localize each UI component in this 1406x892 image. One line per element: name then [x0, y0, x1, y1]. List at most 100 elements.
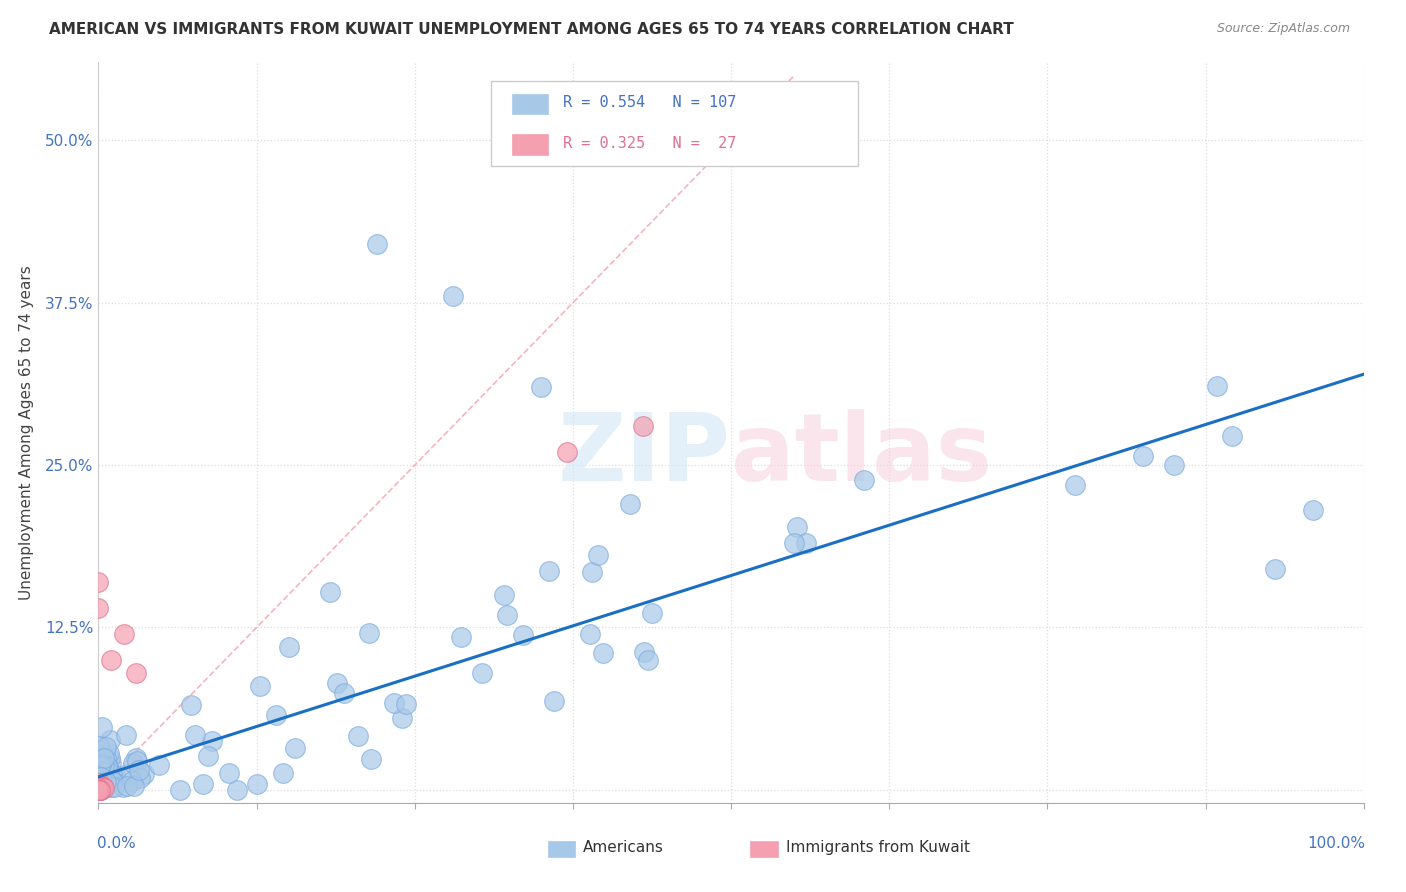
Point	[87, 764, 110, 779]
Point	[87, 782, 110, 797]
Point	[87, 780, 110, 794]
Point	[586, 548, 609, 562]
Point	[631, 419, 654, 434]
Point	[87, 764, 110, 779]
Point	[357, 625, 380, 640]
Point	[125, 665, 148, 680]
Point	[543, 694, 565, 708]
Point	[128, 763, 150, 777]
Point	[555, 445, 578, 459]
Point	[89, 773, 111, 788]
Point	[441, 289, 464, 303]
Point	[96, 739, 118, 754]
Bar	[512, 94, 547, 114]
Point	[87, 574, 110, 589]
Point	[101, 773, 124, 788]
Point	[271, 766, 294, 780]
Point	[360, 752, 382, 766]
Point	[366, 237, 388, 252]
Point	[90, 757, 112, 772]
Point	[218, 765, 240, 780]
Point	[471, 665, 494, 680]
Point	[89, 759, 111, 773]
Point	[91, 780, 114, 794]
Point	[93, 773, 115, 788]
Point	[112, 780, 135, 795]
Text: 100.0%: 100.0%	[1308, 836, 1365, 851]
Point	[128, 771, 150, 785]
Point	[494, 588, 516, 602]
Point	[90, 770, 112, 784]
Point	[121, 774, 143, 789]
Point	[89, 768, 111, 782]
FancyBboxPatch shape	[491, 81, 858, 166]
Point	[184, 728, 207, 742]
Point	[512, 628, 534, 642]
Point	[89, 782, 111, 797]
Point	[794, 536, 817, 550]
Point	[98, 768, 121, 782]
Point	[96, 759, 118, 773]
Point	[101, 773, 124, 788]
Text: Immigrants from Kuwait: Immigrants from Kuwait	[786, 839, 970, 855]
Point	[395, 697, 418, 711]
Point	[90, 779, 112, 793]
Bar	[512, 135, 547, 155]
Point	[115, 780, 138, 794]
Point	[1220, 429, 1243, 443]
Point	[87, 782, 110, 797]
Point	[93, 774, 115, 789]
Y-axis label: Unemployment Among Ages 65 to 74 years: Unemployment Among Ages 65 to 74 years	[18, 265, 34, 600]
Point	[100, 653, 122, 667]
Point	[786, 520, 808, 534]
Point	[633, 645, 655, 659]
Point	[264, 707, 287, 722]
Point	[94, 751, 117, 765]
Point	[115, 728, 138, 742]
Point	[132, 766, 155, 780]
Point	[98, 766, 121, 780]
Point	[91, 779, 114, 793]
Point	[87, 748, 110, 763]
Point	[284, 740, 307, 755]
Point	[87, 747, 110, 762]
Point	[124, 780, 146, 794]
Point	[319, 584, 342, 599]
Point	[94, 775, 117, 789]
Point	[169, 782, 191, 797]
Point	[87, 782, 110, 797]
Point	[100, 750, 122, 764]
Point	[90, 777, 112, 791]
Point	[853, 474, 876, 488]
Point	[98, 732, 121, 747]
Point	[89, 782, 111, 797]
Point	[246, 777, 269, 791]
Point	[89, 781, 111, 796]
Point	[148, 757, 170, 772]
Text: Americans: Americans	[583, 839, 664, 855]
Point	[347, 730, 370, 744]
Point	[115, 766, 138, 780]
Point	[94, 756, 117, 771]
Point	[104, 768, 127, 782]
Text: atlas: atlas	[731, 409, 993, 500]
Point	[87, 782, 110, 797]
Point	[93, 757, 115, 772]
Point	[193, 777, 215, 791]
Point	[450, 630, 472, 644]
Point	[87, 782, 110, 797]
Point	[125, 754, 148, 768]
Point	[89, 780, 111, 795]
Point	[391, 710, 413, 724]
Point	[1132, 449, 1154, 463]
Point	[87, 781, 110, 796]
Point	[1264, 562, 1286, 576]
Point	[579, 627, 602, 641]
Point	[87, 775, 110, 789]
Point	[90, 766, 112, 780]
Point	[619, 497, 641, 511]
Point	[87, 739, 110, 754]
Point	[93, 759, 115, 773]
Bar	[751, 840, 778, 857]
Point	[100, 756, 122, 770]
